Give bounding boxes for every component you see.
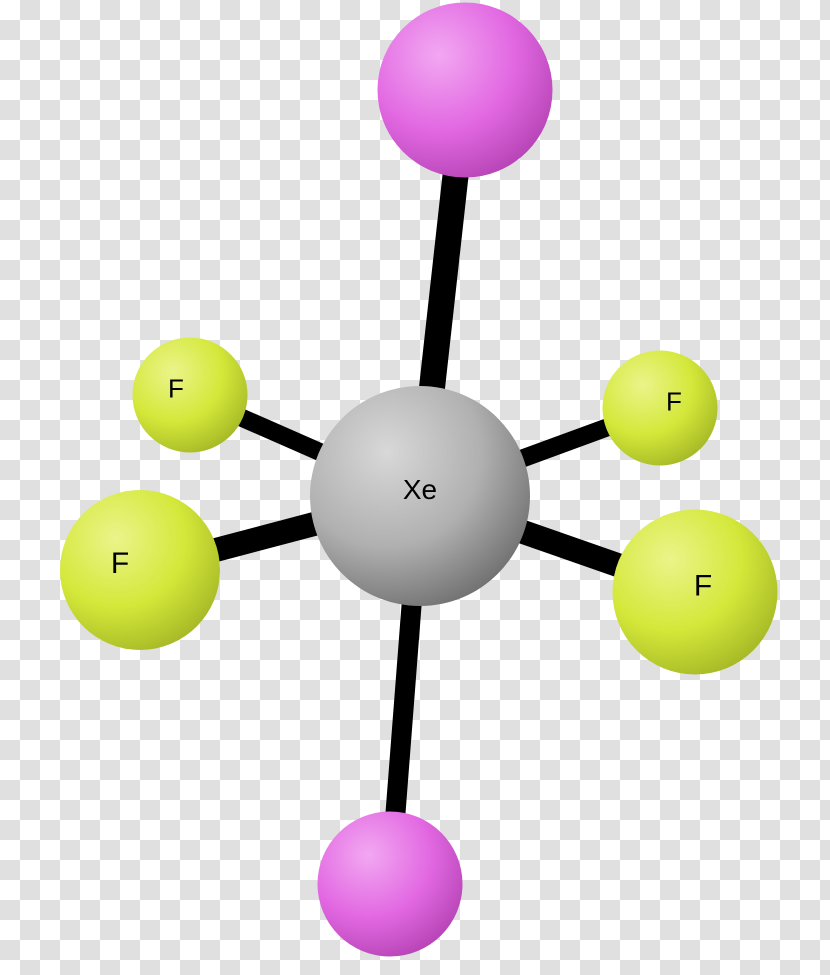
atom-f-lower-left: F [60,490,220,650]
atom-label-xe-center: Xe [403,474,437,506]
atom-f-upper-right: F [603,351,718,466]
atom-label-f-upper-right: F [666,387,682,418]
atom-label-f-upper-left: F [168,374,184,405]
atom-f-lower-right: F [613,510,778,675]
atom-f-upper-left: F [133,338,248,453]
atom-lp-bottom [318,812,463,957]
molecule-canvas: Xe F F F F [0,0,830,975]
atom-label-f-lower-left: F [111,547,129,581]
atom-xe-center: Xe [310,386,530,606]
atom-label-f-lower-right: F [694,569,712,603]
atom-lp-top [378,3,553,178]
